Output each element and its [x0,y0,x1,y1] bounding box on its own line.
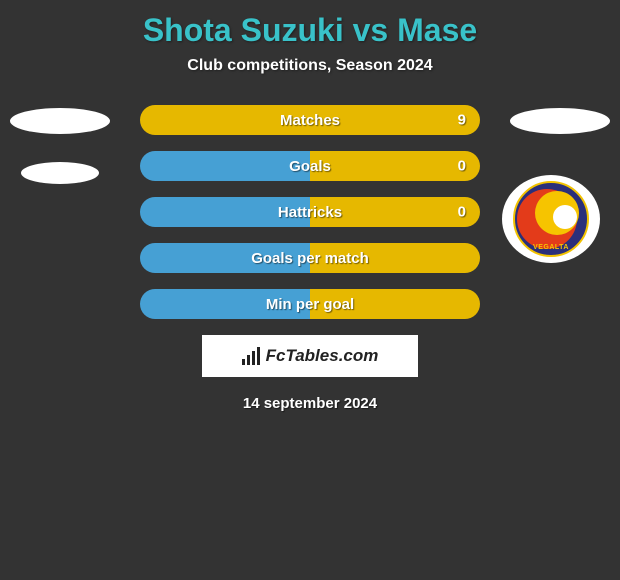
chart-icon [242,347,260,365]
stat-label: Goals per match [251,250,369,267]
stat-value-right: 0 [458,158,466,175]
player-left-avatar [10,108,110,193]
team-badge: VEGALTA [502,175,600,263]
stat-row: Matches 9 [140,105,480,135]
stat-value-right: 0 [458,204,466,221]
stat-row: Hattricks 0 [140,197,480,227]
stat-value-right: 9 [458,112,466,129]
stat-fill-left [140,151,310,181]
stat-fill-right [310,151,480,181]
branding-text: FcTables.com [266,346,379,366]
stat-label: Matches [280,112,340,129]
stat-label: Hattricks [278,204,342,221]
branding-box[interactable]: FcTables.com [202,335,418,377]
date-text: 14 september 2024 [0,395,620,412]
stat-row: Goals per match [140,243,480,273]
page-title: Shota Suzuki vs Mase [0,0,620,57]
stat-row: Goals 0 [140,151,480,181]
stat-rows: Matches 9 Goals 0 Hattricks 0 Goals per match M… [140,105,480,319]
stat-row: Min per goal [140,289,480,319]
stat-label: Goals [289,158,331,175]
stat-label: Min per goal [266,296,354,313]
page-subtitle: Club competitions, Season 2024 [0,57,620,75]
team-badge-text: VEGALTA [515,244,587,251]
